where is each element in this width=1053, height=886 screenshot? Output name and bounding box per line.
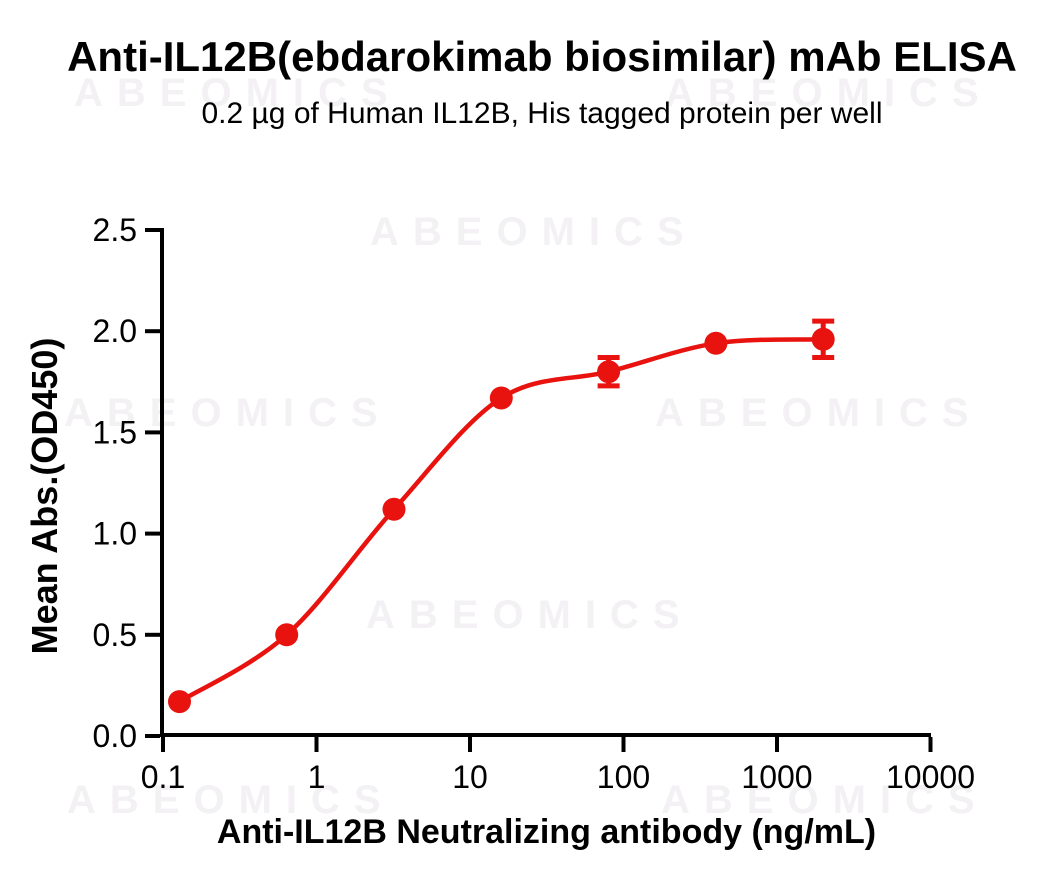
watermark-text: ABEOMICS: [370, 210, 698, 254]
y-tick-label: 1.0: [93, 516, 137, 552]
watermark-text: ABEOMICS: [74, 71, 402, 115]
data-point: [597, 360, 621, 384]
watermark-text: ABEOMICS: [655, 391, 983, 435]
watermark-text: ABEOMICS: [67, 778, 395, 822]
x-tick-label: 1000: [741, 759, 812, 795]
data-point: [168, 690, 191, 714]
watermark-text: ABEOMICS: [64, 391, 392, 435]
data-point: [275, 623, 299, 647]
data-point: [704, 331, 728, 355]
data-point: [382, 497, 406, 521]
y-tick-label: 2.0: [93, 313, 137, 349]
watermark-text: ABEOMICS: [661, 778, 989, 822]
y-tick-label: 0.0: [93, 718, 137, 754]
x-tick-label: 0.1: [141, 759, 185, 795]
watermark-text: ABEOMICS: [665, 71, 993, 115]
data-point: [811, 327, 835, 351]
x-axis-title: Anti-IL12B Neutralizing antibody (ng/mL): [217, 813, 876, 851]
x-tick-label: 100: [597, 759, 650, 795]
data-point: [489, 386, 513, 410]
x-tick-label: 10000: [886, 759, 975, 795]
chart-title: Anti-IL12B(ebdarokimab biosimilar) mAb E…: [67, 33, 1017, 80]
x-tick-label: 1: [308, 759, 326, 795]
watermark-text: ABEOMICS: [366, 593, 694, 637]
chart-subtitle: 0.2 µg of Human IL12B, His tagged protei…: [201, 97, 883, 130]
y-axis-title: Mean Abs.(OD450): [24, 338, 65, 655]
x-tick-label: 10: [452, 759, 488, 795]
y-tick-label: 0.5: [93, 617, 137, 653]
y-tick-label: 2.5: [93, 212, 137, 248]
y-tick-label: 1.5: [93, 414, 137, 450]
